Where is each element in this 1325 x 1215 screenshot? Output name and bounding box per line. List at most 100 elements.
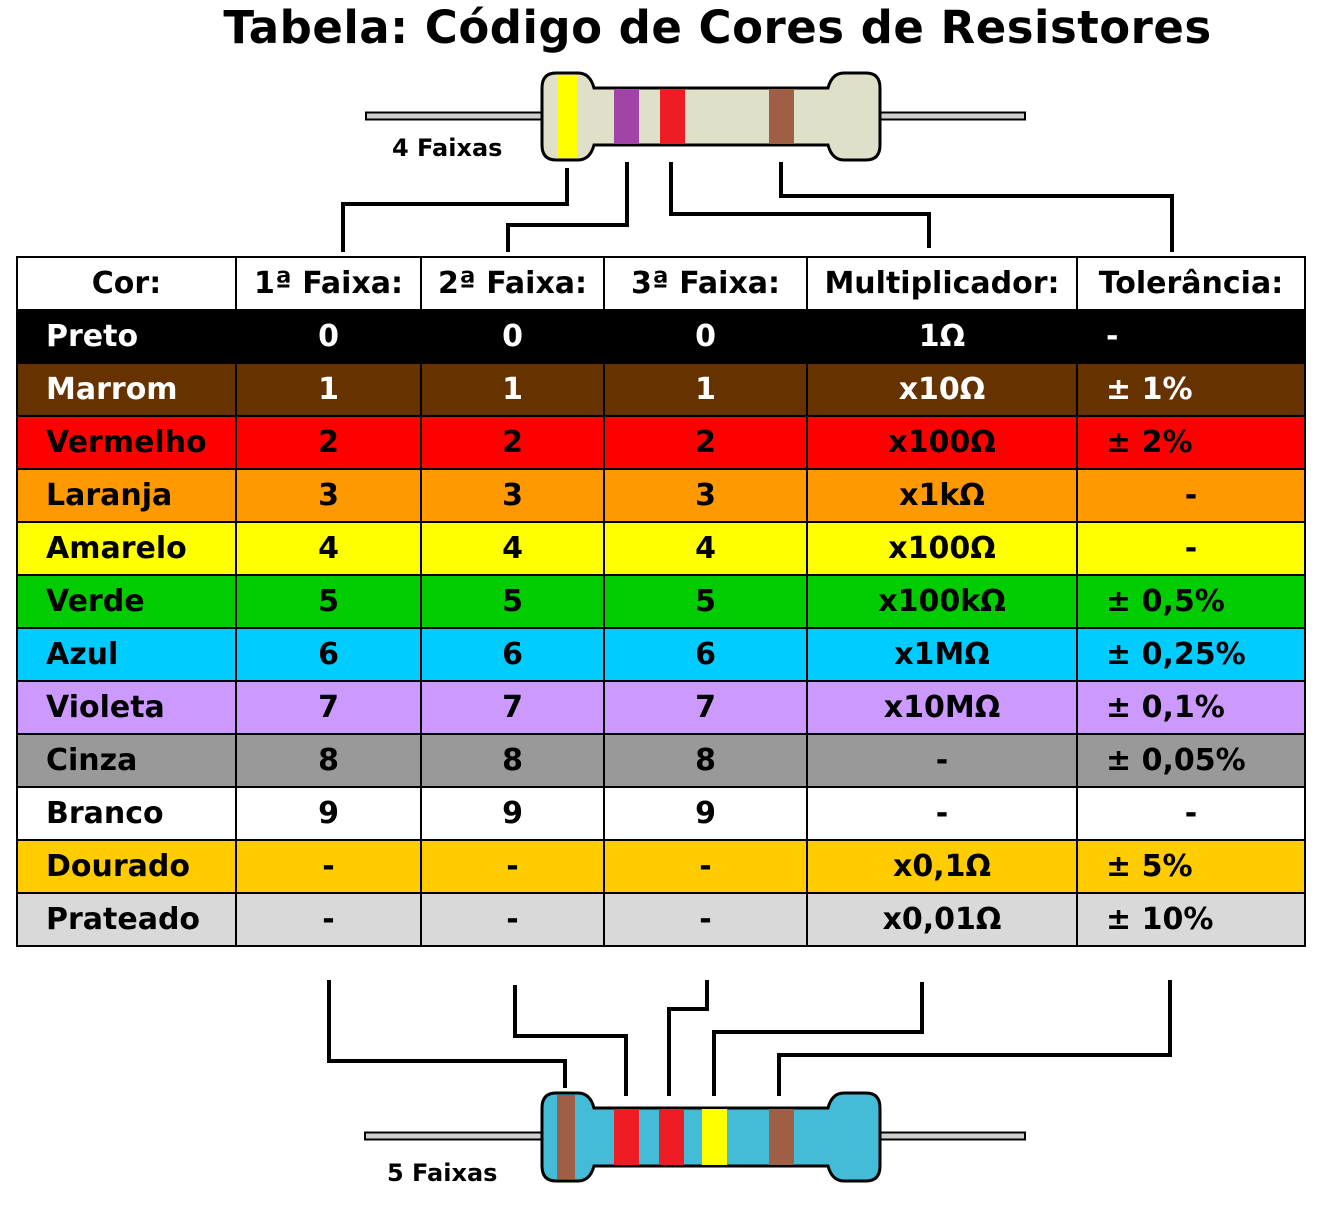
multiplier-cell: x10Ω [806,362,1078,417]
color-name-cell: Laranja [16,468,237,523]
table-row: Dourado - - - x0,1Ω ± 5% [16,839,1306,894]
tolerance-cell: - [1076,309,1306,364]
header-tolerance: Tolerância: [1076,256,1306,311]
resistor-label-4-bands: 4 Faixas [392,134,502,162]
band-top-4 [769,89,794,144]
header-band1: 1ª Faixa: [235,256,422,311]
header-multiplier: Multiplicador: [806,256,1078,311]
table-row: Prateado - - - x0,01Ω ± 10% [16,892,1306,947]
multiplier-cell: x1MΩ [806,627,1078,682]
second-band-cell: 7 [420,680,605,735]
tolerance-cell: - [1076,786,1306,841]
third-band-cell: 1 [603,362,808,417]
table-row: Azul 6 6 6 x1MΩ ± 0,25% [16,627,1306,682]
second-band-cell: 6 [420,627,605,682]
table-row: Marrom 1 1 1 x10Ω ± 1% [16,362,1306,417]
connector-bottom-band2 [513,985,628,1096]
multiplier-cell: x100kΩ [806,574,1078,629]
color-name-cell: Branco [16,786,237,841]
second-band-cell: 2 [420,415,605,470]
first-band-cell: 8 [235,733,422,788]
band-bottom-4 [702,1109,727,1165]
third-band-cell: 8 [603,733,808,788]
third-band-cell: 5 [603,574,808,629]
third-band-cell: 2 [603,415,808,470]
first-band-cell: 7 [235,680,422,735]
second-band-cell: 8 [420,733,605,788]
first-band-cell: 9 [235,786,422,841]
second-band-cell: 0 [420,309,605,364]
second-band-cell: 3 [420,468,605,523]
color-name-cell: Dourado [16,839,237,894]
band-bottom-2 [614,1109,639,1165]
connector-bottom-band4 [712,982,924,1096]
tolerance-cell: ± 10% [1076,892,1306,947]
third-band-cell: - [603,892,808,947]
band-bottom-5 [769,1109,794,1165]
first-band-cell: 1 [235,362,422,417]
connector-top-band2 [506,162,629,252]
header-band3: 3ª Faixa: [603,256,808,311]
connectors-bottom [327,980,1172,1096]
tolerance-cell: ± 0,5% [1076,574,1306,629]
connectors-top [341,162,1174,252]
table-row: Amarelo 4 4 4 x100Ω - [16,521,1306,576]
connector-bottom-band5 [777,980,1172,1096]
first-band-cell: 5 [235,574,422,629]
first-band-cell: - [235,892,422,947]
tolerance-cell: ± 5% [1076,839,1306,894]
header-band2: 2ª Faixa: [420,256,605,311]
color-name-cell: Cinza [16,733,237,788]
multiplier-cell: - [806,786,1078,841]
table-row: Preto 0 0 0 1Ω - [16,309,1306,364]
multiplier-cell: x10MΩ [806,680,1078,735]
third-band-cell: - [603,839,808,894]
second-band-cell: 1 [420,362,605,417]
first-band-cell: 3 [235,468,422,523]
resistor-label-5-bands: 5 Faixas [387,1159,497,1187]
band-top-1 [557,75,577,158]
second-band-cell: 9 [420,786,605,841]
third-band-cell: 4 [603,521,808,576]
first-band-cell: 0 [235,309,422,364]
tolerance-cell: ± 0,05% [1076,733,1306,788]
table-row: Violeta 7 7 7 x10MΩ ± 0,1% [16,680,1306,735]
connector-top-band3 [669,162,931,248]
table-row: Branco 9 9 9- - [16,786,1306,841]
band-top-2 [614,89,639,144]
third-band-cell: 0 [603,309,808,364]
color-name-cell: Verde [16,574,237,629]
page-title: Tabela: Código de Cores de Resistores [223,1,1212,54]
color-name-cell: Azul [16,627,237,682]
tolerance-cell: - [1076,468,1306,523]
table-row: Verde 5 5 5 x100kΩ ± 0,5% [16,574,1306,629]
table-header-row: Cor: 1ª Faixa: 2ª Faixa: 3ª Faixa: Multi… [16,256,1306,311]
header-color: Cor: [16,256,237,311]
color-name-cell: Violeta [16,680,237,735]
multiplier-cell: x0,01Ω [806,892,1078,947]
band-top-3 [660,89,685,144]
multiplier-cell: x100Ω [806,521,1078,576]
second-band-cell: 4 [420,521,605,576]
band-bottom-1 [557,1095,575,1179]
color-name-cell: Preto [16,309,237,364]
connector-top-band4 [779,162,1174,252]
third-band-cell: 6 [603,627,808,682]
second-band-cell: - [420,839,605,894]
table-row: Laranja 3 3 3 x1kΩ - [16,468,1306,523]
resistor-top: 4 Faixas [365,71,1026,162]
first-band-cell: - [235,839,422,894]
multiplier-cell: x0,1Ω [806,839,1078,894]
band-bottom-3 [659,1109,684,1165]
color-name-cell: Marrom [16,362,237,417]
multiplier-cell: - [806,733,1078,788]
tolerance-cell: ± 0,1% [1076,680,1306,735]
multiplier-cell: x1kΩ [806,468,1078,523]
color-code-table: Cor: 1ª Faixa: 2ª Faixa: 3ª Faixa: Multi… [16,256,1306,947]
third-band-cell: 7 [603,680,808,735]
resistor-body-top [540,71,882,162]
resistor-bottom: 5 Faixas [364,1091,1026,1187]
multiplier-cell: x100Ω [806,415,1078,470]
color-name-cell: Amarelo [16,521,237,576]
third-band-cell: 3 [603,468,808,523]
